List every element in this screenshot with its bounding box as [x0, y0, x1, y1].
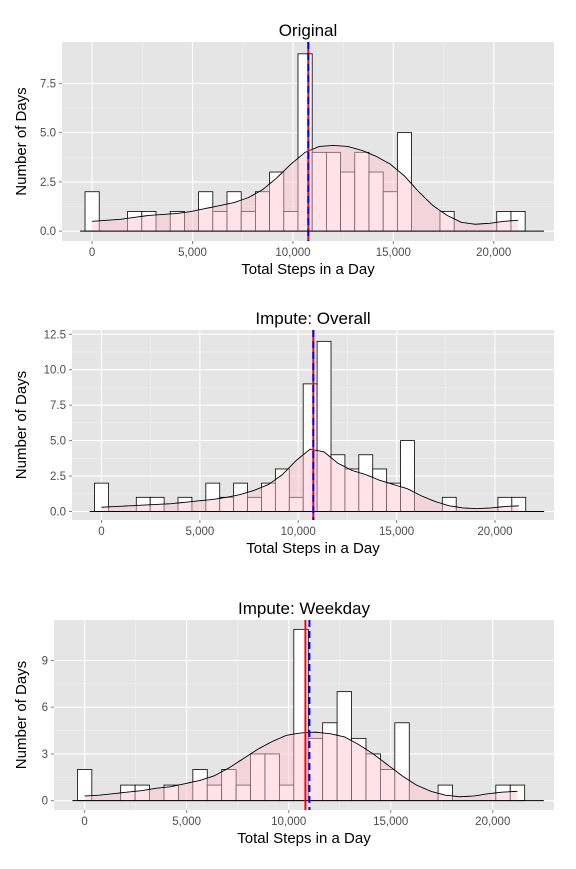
chart-panel-3: 0 5,000 10,000 15,000 20,000 0 3 6 9 Impute: Week… — [0, 576, 576, 864]
y-tick-label: 0.0 — [50, 506, 66, 518]
chart-svg: 0 5,000 10,000 15,000 20,000 0.0 2.5 5.0 7.5 10.0… — [13, 309, 554, 557]
x-axis-label: Total Steps in a Day — [241, 261, 375, 278]
density-area — [92, 145, 519, 232]
y-tick-label: 9 — [42, 655, 48, 667]
chart-title: Impute: Overall — [255, 309, 370, 328]
y-axis-label: Number of Days — [13, 371, 30, 479]
x-tick-label: 10,000 — [281, 526, 316, 538]
density-line — [84, 731, 518, 798]
x-tick-label: 10,000 — [275, 247, 310, 259]
x-axis-label: Total Steps in a Day — [246, 540, 380, 557]
chart-title: Original — [279, 21, 338, 40]
y-tick-label: 0.0 — [40, 226, 56, 238]
x-tick-label: 15,000 — [379, 526, 414, 538]
x-tick-label: 5,000 — [172, 816, 201, 828]
y-axis-label: Number of Days — [13, 87, 30, 195]
x-axis-label: Total Steps in a Day — [237, 830, 371, 847]
x-tick-label: 0 — [98, 526, 104, 538]
y-tick-label: 5.0 — [50, 436, 66, 448]
density-area — [101, 449, 519, 512]
x-tick-label: 20,000 — [477, 526, 512, 538]
x-tick-label: 10,000 — [271, 816, 306, 828]
y-tick-label: 7.5 — [40, 78, 56, 90]
density-area — [84, 732, 518, 801]
chart-svg: 0 5,000 10,000 15,000 20,000 0.0 2.5 5.0 7.5 Orig… — [13, 21, 554, 278]
y-tick-label: 7.5 — [50, 400, 66, 412]
chart-panel-1: 0 5,000 10,000 15,000 20,000 0.0 2.5 5.0 7.5 Orig… — [0, 0, 576, 288]
x-tick-label: 20,000 — [476, 247, 511, 259]
y-tick-label: 2.5 — [40, 177, 56, 189]
y-axis-label: Number of Days — [13, 661, 30, 769]
y-tick-label: 10.0 — [44, 365, 66, 377]
y-tick-label: 5.0 — [40, 128, 56, 140]
y-tick-label: 12.5 — [44, 329, 66, 341]
y-tick-label: 0 — [42, 796, 48, 808]
x-tick-label: 20,000 — [475, 816, 510, 828]
x-tick-label: 0 — [81, 816, 87, 828]
chart-svg: 0 5,000 10,000 15,000 20,000 0 3 6 9 Impute: Week… — [13, 599, 554, 847]
x-tick-label: 5,000 — [178, 247, 207, 259]
chart-panel-2: 0 5,000 10,000 15,000 20,000 0.0 2.5 5.0 7.5 10.0… — [0, 288, 576, 576]
chart-title: Impute: Weekday — [238, 599, 370, 618]
y-tick-label: 6 — [42, 702, 48, 714]
x-tick-label: 15,000 — [373, 816, 408, 828]
density-line — [101, 448, 519, 510]
y-tick-label: 2.5 — [50, 471, 66, 483]
y-tick-label: 3 — [42, 749, 48, 761]
x-tick-label: 15,000 — [376, 247, 411, 259]
x-tick-label: 5,000 — [185, 526, 214, 538]
x-tick-label: 0 — [89, 247, 95, 259]
density-line — [92, 144, 519, 225]
